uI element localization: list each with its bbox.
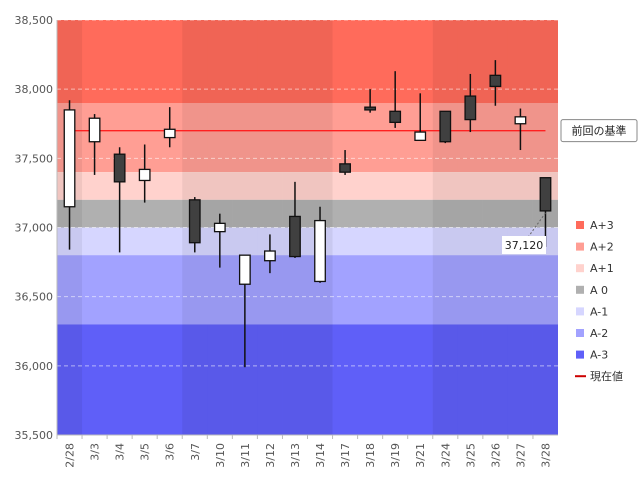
candle-body	[414, 131, 427, 142]
candle	[389, 71, 402, 128]
candle-body	[514, 116, 527, 125]
current-value-leader	[527, 212, 546, 239]
x-tick-label: 3/4	[114, 443, 127, 461]
candle	[489, 60, 502, 106]
x-tick-label: 3/26	[489, 443, 502, 468]
candle	[289, 181, 301, 258]
y-tick-label: 35,500	[15, 429, 54, 442]
callouts: 37,120	[502, 212, 546, 254]
current-value-label: 37,120	[505, 239, 544, 252]
legend-swatch	[576, 242, 584, 251]
legend-label: A 0	[590, 284, 608, 297]
candle-body	[439, 110, 452, 143]
candles	[63, 60, 552, 368]
legend-swatch	[576, 307, 584, 316]
x-tick-label: 3/5	[139, 443, 152, 461]
candle-body	[138, 168, 151, 182]
legend-swatch	[576, 264, 584, 273]
y-tick-label: 37,000	[15, 222, 54, 235]
legend-label: A+2	[590, 241, 614, 254]
y-tick-label: 37,500	[15, 152, 54, 165]
y-tick-label: 36,000	[15, 360, 54, 373]
legend-swatch	[576, 350, 584, 359]
reference-label: 前回の基準	[572, 124, 627, 138]
y-tick-label: 38,000	[15, 83, 54, 96]
candle-body	[464, 95, 477, 121]
x-tick-label: 3/28	[539, 443, 552, 468]
candle	[264, 234, 276, 274]
x-tick-label: 3/17	[339, 443, 352, 468]
band-4	[57, 227, 558, 256]
candle-body	[238, 254, 251, 285]
candle-body	[389, 110, 402, 124]
candle	[514, 108, 527, 151]
candle-body	[88, 117, 101, 143]
legend: A+3 A+2 A+1 A 0 A-1 A-2 A-3 現在値	[575, 219, 623, 383]
candle	[163, 107, 176, 148]
candle-body	[163, 128, 176, 139]
y-tick-label: 38,500	[15, 14, 54, 27]
legend-swatch	[576, 221, 584, 229]
band-3	[57, 199, 558, 228]
candle	[364, 89, 377, 113]
candle-body	[289, 215, 301, 258]
x-tick-label: 3/7	[189, 443, 202, 461]
legend-label: A+1	[590, 262, 614, 275]
candle	[314, 206, 326, 283]
y-axis: 35,500 36,000 36,500 37,000 37,500 38,000 38,5…	[15, 14, 58, 442]
candle	[539, 177, 552, 247]
x-tick-label: 3/13	[289, 443, 302, 468]
legend-label: A+3	[590, 219, 614, 232]
candle	[188, 197, 201, 253]
candle	[113, 147, 126, 253]
x-tick-label: 3/25	[464, 443, 477, 468]
legend-swatch	[576, 285, 584, 294]
x-tick-label: 3/6	[164, 443, 177, 461]
candle	[88, 114, 101, 175]
x-tick-label: 3/27	[514, 443, 527, 468]
x-tick-label: 3/19	[389, 443, 402, 468]
candle	[464, 73, 477, 133]
legend-label: A-3	[590, 349, 608, 362]
candle-body	[339, 163, 351, 173]
x-tick-label: 2/28	[64, 443, 77, 468]
candle-body	[314, 219, 326, 283]
reference-label-box	[560, 119, 638, 143]
current-value-box	[502, 236, 546, 254]
candle	[339, 150, 351, 175]
band-5	[57, 255, 558, 325]
x-axis: 2/28 3/3 3/4 3/5 3/6 3/7 3/10 3/11 3/12 3/13 3/14 3…	[56, 434, 558, 468]
candle-body	[489, 74, 502, 88]
x-tick-label: 3/3	[89, 443, 102, 461]
y-tick-label: 36,500	[15, 291, 54, 304]
legend-swatch	[576, 329, 584, 337]
legend-label: 現在値	[590, 370, 623, 383]
candle	[138, 144, 151, 203]
x-tick-label: 3/11	[239, 443, 252, 468]
candle	[238, 254, 251, 368]
candle	[414, 93, 427, 142]
x-tick-label: 3/18	[364, 443, 377, 468]
candle	[213, 213, 226, 268]
reference-line-layer: 前回の基準	[69, 119, 638, 143]
band-6	[57, 324, 558, 435]
candle-body	[113, 153, 126, 183]
x-tick-label: 3/14	[314, 443, 327, 468]
candle-body	[213, 222, 226, 233]
candle	[63, 100, 76, 250]
band-0	[57, 20, 558, 103]
candle-body	[264, 250, 276, 262]
x-tick-label: 3/21	[414, 443, 427, 468]
candle	[439, 110, 452, 144]
legend-label: A-2	[590, 327, 608, 340]
candle-body	[539, 177, 552, 212]
x-tick-label: 3/12	[264, 443, 277, 468]
x-tick-label: 3/10	[214, 443, 227, 468]
legend-label: A-1	[590, 305, 608, 318]
candle-body	[188, 199, 201, 244]
x-tick-label: 3/24	[439, 443, 452, 468]
candle-body	[364, 106, 377, 111]
candle-body	[63, 109, 76, 208]
